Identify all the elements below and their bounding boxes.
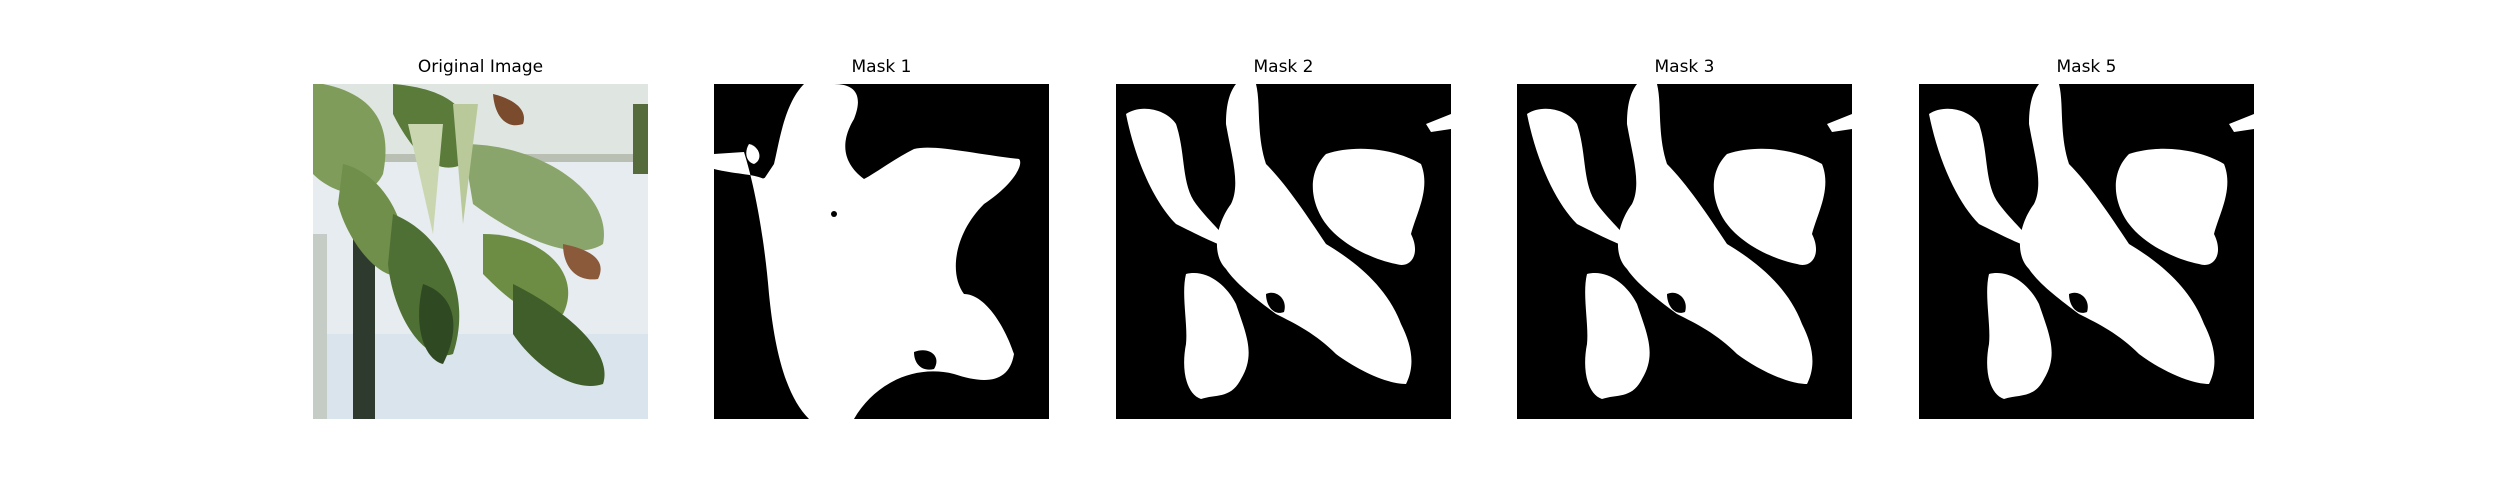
- panel-title: Mask 2: [1253, 57, 1314, 77]
- segmentation-mask-icon: [714, 84, 1049, 419]
- mask-image: [714, 84, 1049, 419]
- panel-mask-3: Mask 3: [1517, 54, 1852, 419]
- panel-title: Mask 3: [1654, 57, 1715, 77]
- segmentation-mask-icon: [1919, 84, 2254, 419]
- panel-title: Mask 5: [2056, 57, 2117, 77]
- panel-mask-1: Mask 1: [714, 54, 1049, 419]
- mask-image: [1116, 84, 1451, 419]
- original-image: [313, 84, 648, 419]
- plant-photo-icon: [313, 84, 648, 419]
- panel-original-image: Original Image: [313, 54, 648, 419]
- segmentation-mask-icon: [1116, 84, 1451, 419]
- segmentation-mask-icon: [1517, 84, 1852, 419]
- panel-mask-5: Mask 5: [1919, 54, 2254, 419]
- panel-title: Original Image: [417, 57, 544, 77]
- panel-title: Mask 1: [851, 57, 912, 77]
- mask-image: [1517, 84, 1852, 419]
- panel-mask-2: Mask 2: [1116, 54, 1451, 419]
- mask-image: [1919, 84, 2254, 419]
